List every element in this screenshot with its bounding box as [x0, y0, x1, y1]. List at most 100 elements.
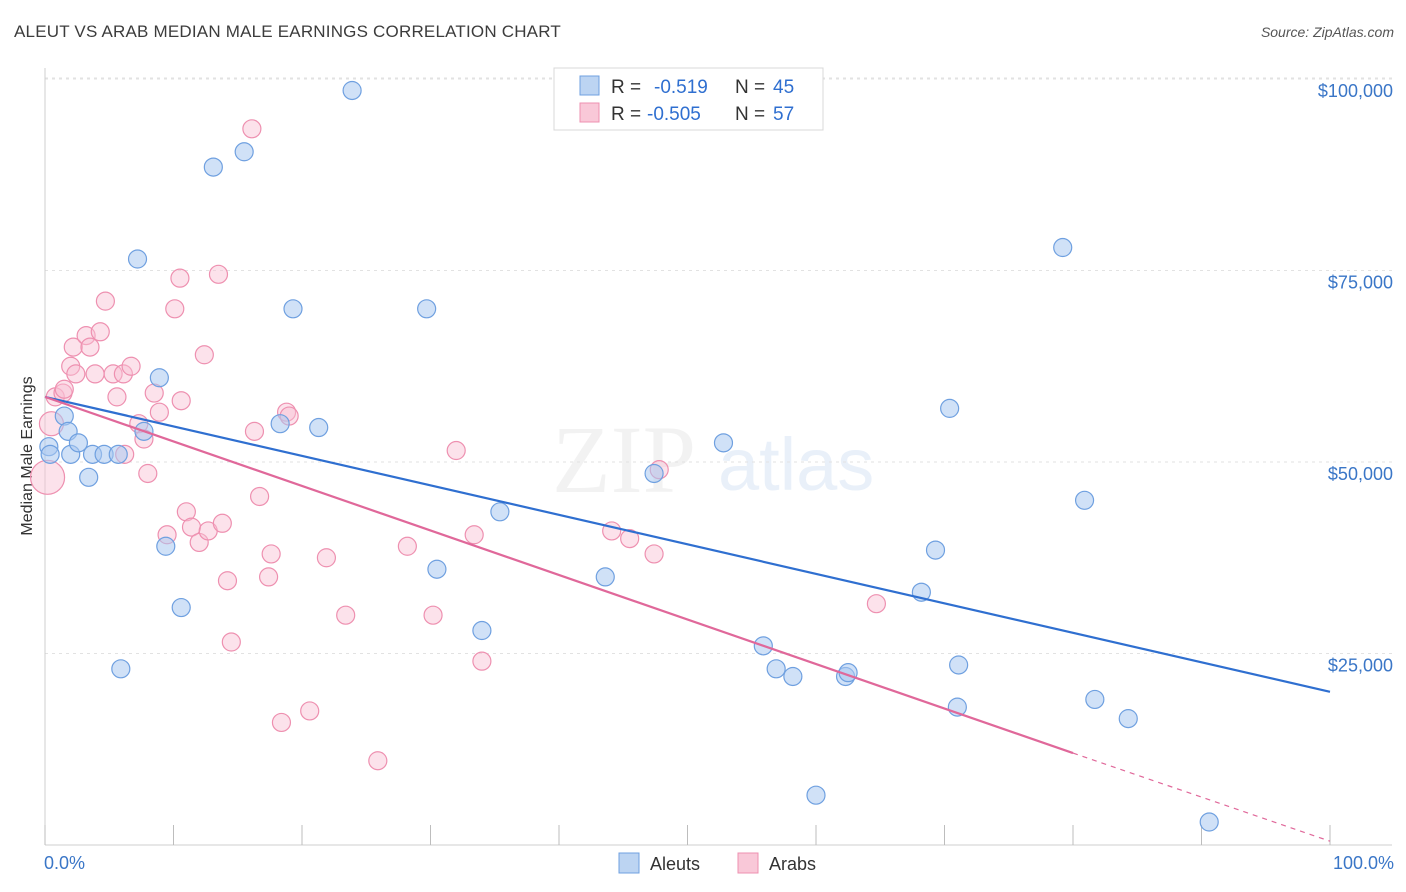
aleuts-point	[203, 157, 223, 177]
y-tick-label: $50,000	[1328, 464, 1393, 484]
arabs-point	[107, 387, 127, 407]
arabs-point	[397, 536, 417, 556]
arabs-point	[300, 701, 320, 721]
arabs-point	[176, 502, 196, 522]
arabs-point	[76, 326, 96, 346]
aleuts-point	[925, 540, 946, 560]
aleuts-point	[806, 785, 826, 805]
arabs-point	[90, 322, 110, 342]
y-tick-label: $25,000	[1328, 656, 1393, 676]
arabs-point	[258, 567, 279, 587]
arabs-point	[472, 651, 492, 671]
arabs-point	[336, 605, 356, 625]
aleuts-point	[1085, 689, 1105, 710]
aleuts-point	[156, 536, 176, 556]
aleuts-point	[68, 433, 89, 453]
legend-arabs-swatch	[737, 852, 759, 874]
aleuts-point	[111, 659, 131, 679]
arabs-n-value: 57	[773, 104, 794, 125]
aleuts-point	[1053, 237, 1073, 258]
x-ticks	[44, 825, 1331, 845]
aleuts-point	[766, 659, 786, 679]
arabs-point	[446, 440, 466, 461]
arabs-point	[121, 356, 141, 376]
arabs-point	[217, 571, 238, 591]
stats-legend: R = -0.519 N = 45 R = -0.505 N = 57	[553, 67, 824, 131]
arabs-point	[866, 594, 886, 614]
arabs-point	[249, 486, 270, 507]
aleuts-point	[149, 368, 169, 388]
aleuts-point	[472, 620, 492, 641]
arabs-point	[149, 402, 169, 422]
arabs-trend-line	[44, 395, 1074, 755]
aleuts-point	[940, 398, 960, 418]
arabs-point	[171, 391, 191, 411]
watermark-atlas: atlas	[718, 423, 874, 506]
aleuts-point	[713, 433, 734, 453]
trend-lines	[44, 395, 1331, 842]
legend-aleuts-swatch	[618, 852, 640, 874]
aleuts-point	[40, 444, 60, 464]
arabs-point	[29, 459, 66, 495]
arabs-point	[165, 299, 185, 319]
gridlines	[45, 77, 1392, 654]
arabs-point	[242, 119, 262, 139]
arabs-point	[368, 751, 388, 771]
watermark-zip: ZIP	[552, 406, 696, 513]
aleuts-point	[1199, 812, 1219, 832]
arabs-swatch	[579, 102, 600, 123]
aleuts-point	[949, 655, 969, 675]
y-tick-label: $100,000	[1318, 81, 1393, 101]
aleuts-point	[270, 414, 290, 434]
arabs-point	[194, 345, 214, 365]
aleuts-point	[309, 417, 329, 438]
arabs-point	[221, 632, 241, 652]
series-legend: Aleuts Arabs	[618, 852, 816, 874]
arabs-point	[261, 544, 281, 564]
aleuts-point	[234, 142, 254, 162]
aleuts-point	[490, 502, 510, 522]
aleuts-point	[127, 249, 148, 269]
aleuts-point	[1074, 490, 1095, 510]
aleuts-point	[644, 463, 664, 484]
arabs-point	[113, 364, 133, 384]
arabs-point	[66, 364, 86, 384]
aleuts-point	[171, 597, 191, 618]
aleuts-r-label: R =	[611, 77, 641, 98]
x-tick-label-min: 0.0%	[44, 853, 85, 873]
aleuts-point	[342, 80, 362, 101]
aleuts-point	[1118, 709, 1138, 729]
arabs-point	[271, 712, 292, 733]
legend-arabs-label: Arabs	[769, 854, 816, 874]
aleuts-points	[39, 80, 1219, 832]
arabs-point	[170, 268, 190, 288]
arabs-point	[620, 528, 640, 549]
arabs-point	[316, 548, 337, 568]
aleuts-swatch	[579, 75, 600, 96]
chart-title: ALEUT VS ARAB MEDIAN MALE EARNINGS CORRE…	[14, 22, 561, 41]
aleuts-point	[417, 299, 437, 319]
arabs-point	[644, 544, 664, 564]
aleuts-r-value: -0.519	[654, 77, 708, 98]
arabs-point	[208, 264, 229, 284]
aleuts-point	[283, 299, 303, 319]
arabs-point	[54, 379, 74, 399]
watermark: ZIP atlas	[552, 406, 874, 513]
aleuts-n-label: N =	[735, 77, 765, 98]
aleuts-n-value: 45	[773, 77, 794, 98]
arabs-point	[95, 291, 115, 311]
source-label: Source: ZipAtlas.com	[1260, 24, 1394, 40]
arabs-point	[80, 337, 100, 357]
arabs-point	[103, 364, 123, 384]
arabs-r-value: -0.505	[647, 104, 701, 125]
arabs-r-label: R =	[611, 104, 641, 125]
aleuts-point	[595, 567, 615, 587]
arabs-point	[63, 337, 83, 357]
y-axis-label: Median Male Earnings	[19, 376, 36, 535]
arabs-point	[85, 364, 105, 384]
arabs-point	[464, 525, 484, 545]
aleuts-point	[783, 666, 803, 687]
y-tick-labels: $25,000 $50,000 $75,000 $100,000	[1318, 81, 1393, 676]
legend-aleuts-label: Aleuts	[650, 854, 700, 874]
